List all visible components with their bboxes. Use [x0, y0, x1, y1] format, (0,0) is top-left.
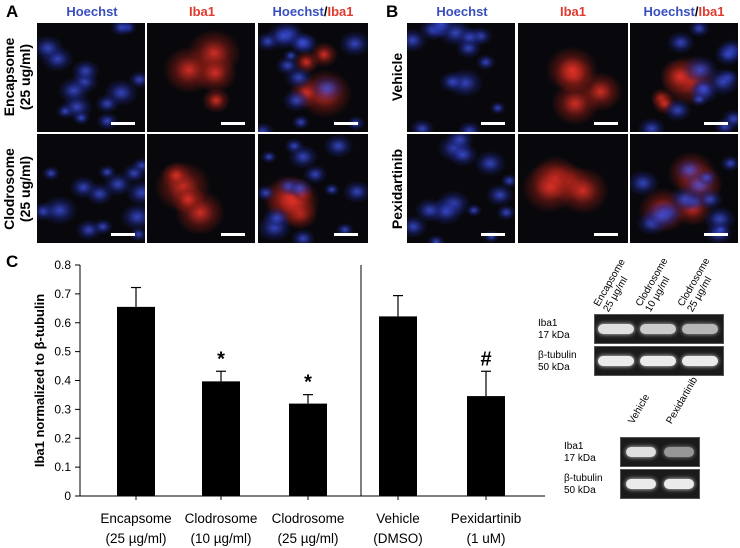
scale-bar [334, 122, 358, 125]
scale-bar [481, 233, 505, 236]
header-part: Hoechst [272, 4, 324, 19]
x-tick-label: Clodrosome [272, 511, 345, 526]
panel-a-col-hoechst: Hoechst [38, 4, 146, 19]
blot1-strip [594, 346, 724, 376]
significance-marker: * [304, 372, 312, 394]
panel-b-image [518, 134, 628, 243]
blot-band [640, 324, 676, 334]
scale-bar [481, 122, 505, 125]
y-tick-label: 0.8 [54, 258, 71, 272]
header-part: Hoechst [436, 4, 488, 19]
blot-band [598, 324, 634, 334]
y-tick-label: 0.1 [54, 460, 71, 474]
panel-b-letter: B [386, 2, 399, 21]
header-part: Hoechst [643, 4, 695, 19]
y-tick-label: 0.2 [54, 431, 71, 445]
panel-a-col-merge: Hoechst/Iba1 [258, 4, 368, 19]
blot1-row-label: β-tubulin 50 kDa [538, 350, 577, 373]
panel-b-col-iba1: Iba1 [518, 4, 628, 19]
panel-b-col-hoechst: Hoechst [408, 4, 516, 19]
panel-a-image [147, 134, 255, 243]
header-part: / [694, 4, 699, 19]
bar [202, 381, 240, 496]
blot-band [598, 356, 634, 366]
header-part: Iba1 [559, 4, 586, 19]
blot2-strip [620, 437, 700, 467]
y-tick-label: 0.3 [54, 402, 71, 416]
x-tick-label: (10 µg/ml) [190, 531, 251, 546]
blot1-row-label: Iba1 17 kDa [538, 318, 570, 341]
panel-a-image [147, 23, 255, 132]
header-part: Iba1 [188, 4, 215, 19]
x-tick-label: Clodrosome [185, 511, 258, 526]
panel-b-image [407, 23, 515, 132]
panel-b-image [407, 134, 515, 243]
x-tick-label: (1 uM) [466, 531, 505, 546]
scale-bar [334, 233, 358, 236]
panel-b-col-merge: Hoechst/Iba1 [630, 4, 738, 19]
blot2-row-label: β-tubulin 50 kDa [564, 473, 603, 496]
x-tick-label: Pexidartinib [451, 511, 522, 526]
panel-c-letter: C [6, 252, 19, 271]
blot-band [626, 447, 656, 457]
blot2-strip [620, 469, 700, 499]
panel-b-image [630, 134, 738, 243]
scale-bar [111, 233, 135, 236]
blot1-strip [594, 314, 724, 344]
blot-band [664, 479, 694, 489]
scale-bar [594, 233, 618, 236]
significance-marker: * [217, 348, 225, 370]
y-tick-label: 0.7 [54, 287, 71, 301]
scale-bar [111, 122, 135, 125]
blot-band [682, 324, 718, 334]
scale-bar [221, 233, 245, 236]
bar [467, 396, 505, 496]
y-tick-label: 0.4 [54, 374, 71, 388]
panel-b-image [518, 23, 628, 132]
panel-a-letter: A [6, 2, 19, 21]
blot2-row-label: Iba1 17 kDa [564, 441, 596, 464]
header-part: Iba1 [698, 4, 725, 19]
y-tick-label: 0.6 [54, 316, 71, 330]
blot-band [640, 356, 676, 366]
header-part: Iba1 [327, 4, 354, 19]
bar [379, 316, 417, 496]
scale-bar [221, 122, 245, 125]
bar [117, 306, 155, 496]
panel-a-col-iba1: Iba1 [148, 4, 256, 19]
x-tick-label: (25 µg/ml) [105, 531, 166, 546]
blot-band [682, 356, 718, 366]
x-tick-label: (25 µg/ml) [277, 531, 338, 546]
scale-bar [594, 122, 618, 125]
panel-a-image [37, 134, 145, 243]
header-part: Hoechst [66, 4, 118, 19]
panel-a-image [37, 23, 145, 132]
header-part: / [323, 4, 328, 19]
y-tick-label: 0.5 [54, 345, 71, 359]
x-tick-label: Encapsome [100, 511, 171, 526]
bar [289, 403, 327, 496]
panel-a-image [258, 134, 368, 243]
y-axis-label: Iba1 normalized to β-tubulin [32, 294, 47, 467]
blot-band [626, 479, 656, 489]
x-tick-label: (DMSO) [373, 531, 423, 546]
x-tick-label: Vehicle [376, 511, 420, 526]
panel-b-image [630, 23, 738, 132]
significance-marker: # [480, 348, 491, 370]
blot-band [664, 447, 694, 457]
scale-bar [704, 233, 728, 236]
y-tick-label: 0 [64, 489, 71, 503]
panel-a-image [258, 23, 368, 132]
scale-bar [704, 122, 728, 125]
